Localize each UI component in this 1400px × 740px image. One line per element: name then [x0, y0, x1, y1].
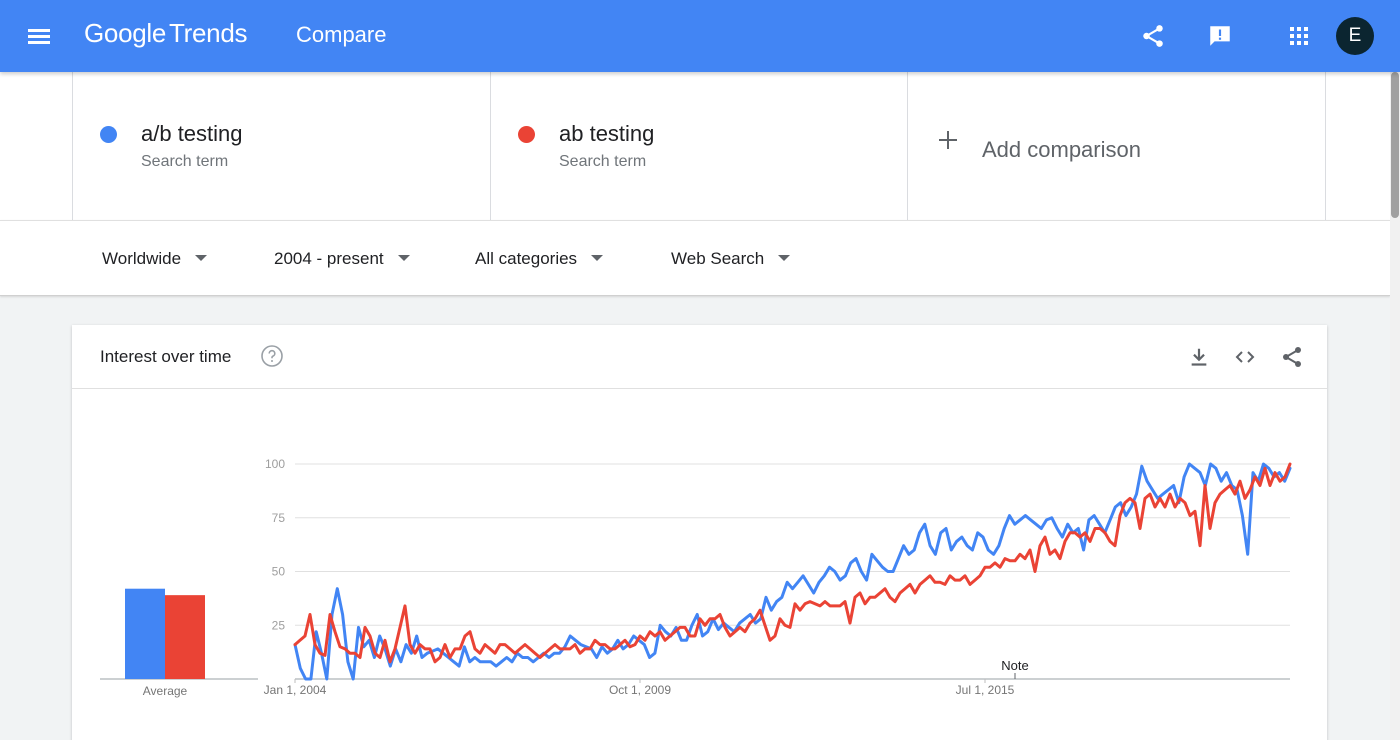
interest-chart[interactable]: 25 50 75 100 Average Jan 1, 2004 Oct 1, 2009 Ju… — [72, 325, 1327, 740]
interest-over-time-card: Interest over time 25 50 75 100 Average Jan 1… — [72, 325, 1327, 740]
dropdown-arrow-icon — [397, 254, 410, 261]
search-property-value: Web Search — [671, 249, 765, 268]
y-tick-label: 25 — [272, 618, 286, 632]
y-tick-label: 100 — [265, 457, 285, 471]
note-label: Note — [1001, 658, 1028, 673]
add-comparison-button[interactable]: Add comparison — [907, 72, 1326, 220]
dropdown-arrow-icon — [778, 254, 791, 261]
term-card-ab-testing[interactable]: ab testing Search term — [490, 72, 907, 220]
average-label: Average — [143, 684, 188, 698]
series-line-ab-testing — [293, 462, 1292, 664]
series-line-a-b-testing — [293, 462, 1292, 681]
logo-google-text: Google — [84, 18, 167, 48]
share-icon[interactable] — [1137, 20, 1169, 52]
category-dropdown[interactable]: All categories — [475, 249, 604, 269]
share-icon[interactable] — [1278, 343, 1306, 371]
y-tick-label: 75 — [272, 511, 286, 525]
embed-icon[interactable] — [1231, 343, 1259, 371]
time-range-dropdown[interactable]: 2004 - present — [274, 249, 410, 269]
menu-icon[interactable] — [26, 24, 52, 48]
dropdown-arrow-icon — [195, 254, 208, 261]
logo-trends-text: Trends — [169, 18, 248, 48]
term-color-dot — [518, 126, 535, 143]
x-tick-label: Jan 1, 2004 — [264, 683, 327, 697]
apps-grid-icon[interactable] — [1283, 20, 1315, 52]
scrollbar-thumb[interactable] — [1391, 72, 1399, 218]
download-icon[interactable] — [1185, 343, 1213, 371]
help-icon[interactable] — [260, 344, 284, 368]
x-tick-label: Jul 1, 2015 — [956, 683, 1015, 697]
average-bar-ab-testing — [165, 595, 205, 679]
filter-bar: Worldwide 2004 - present All categories … — [0, 220, 1390, 296]
google-trends-logo[interactable]: Google Trends — [84, 18, 248, 49]
add-comparison-label: Add comparison — [982, 137, 1141, 162]
term-subtitle: Search term — [559, 153, 647, 170]
app-bar: Google Trends Compare E — [0, 0, 1400, 72]
region-dropdown[interactable]: Worldwide — [102, 249, 208, 269]
x-tick-label: Oct 1, 2009 — [609, 683, 671, 697]
time-range-value: 2004 - present — [274, 249, 384, 268]
term-card-a-b-testing[interactable]: a/b testing Search term — [72, 72, 490, 220]
term-name: a/b testing — [141, 121, 243, 146]
term-color-dot — [100, 126, 117, 143]
y-tick-label: 50 — [272, 565, 286, 579]
search-property-dropdown[interactable]: Web Search — [671, 249, 791, 269]
category-value: All categories — [475, 249, 578, 268]
term-subtitle: Search term — [141, 153, 229, 170]
page-scrollbar[interactable] — [1390, 72, 1400, 740]
page-title: Compare — [296, 22, 387, 47]
account-avatar[interactable]: E — [1336, 17, 1374, 55]
dropdown-arrow-icon — [591, 254, 604, 261]
comparison-band: a/b testing Search term ab testing Searc… — [0, 72, 1390, 220]
plus-icon — [938, 130, 958, 150]
card-title: Interest over time — [100, 347, 232, 366]
region-value: Worldwide — [102, 249, 182, 268]
term-name: ab testing — [559, 121, 655, 146]
average-bar-a-b-testing — [125, 588, 165, 679]
feedback-icon[interactable] — [1204, 20, 1236, 52]
card-header: Interest over time — [72, 325, 1327, 389]
